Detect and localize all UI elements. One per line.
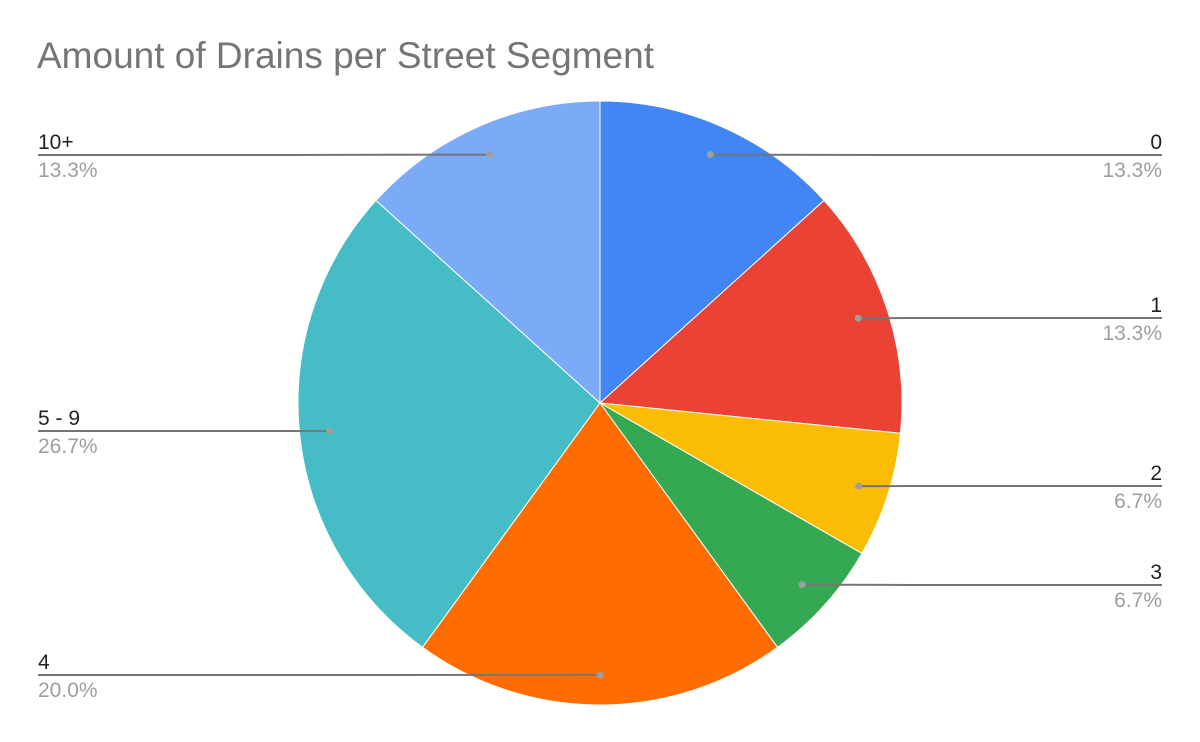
- slice-label-2: 2: [1150, 462, 1162, 485]
- pie-slice-0: [599, 100, 825, 405]
- slice-label-10: 10+: [38, 131, 74, 154]
- leader-dot-3: [798, 581, 806, 589]
- slice-label-0: 0: [1150, 131, 1162, 154]
- chart-title: Amount of Drains per Street Segment: [37, 35, 655, 76]
- slice-value-2: 6.7%: [1114, 490, 1162, 513]
- slice-label-5-9: 5 - 9: [38, 407, 80, 430]
- leader-dot-2: [855, 482, 863, 490]
- slice-value-3: 6.7%: [1114, 589, 1162, 612]
- slice-value-10: 13.3%: [38, 159, 98, 182]
- pie-slice-5-9: [297, 199, 601, 649]
- slice-label-4: 4: [38, 651, 50, 674]
- slice-labels: 013.3%113.3%26.7%36.7%420.0%5 - 926.7%10…: [38, 131, 1162, 702]
- slice-value-5-9: 26.7%: [38, 435, 98, 458]
- pie-slice-3: [599, 402, 863, 649]
- pie-slice-2: [599, 402, 902, 555]
- slice-value-0: 13.3%: [1102, 159, 1162, 182]
- pie-slice-10: [375, 100, 601, 405]
- pie-slices: [297, 100, 903, 706]
- slice-value-1: 13.3%: [1102, 322, 1162, 345]
- slice-label-3: 3: [1150, 561, 1162, 584]
- leader-dot-10: [486, 151, 494, 159]
- leader-dot-1: [854, 314, 862, 322]
- leader-dot-4: [596, 671, 604, 679]
- pie-slice-1: [598, 199, 903, 434]
- pie-slice-4: [421, 402, 779, 706]
- leader-dot-0: [706, 151, 714, 159]
- leader-lines: [38, 151, 1162, 679]
- leader-dot-5-9: [326, 427, 334, 435]
- slice-value-4: 20.0%: [38, 679, 98, 702]
- slice-label-1: 1: [1150, 294, 1162, 317]
